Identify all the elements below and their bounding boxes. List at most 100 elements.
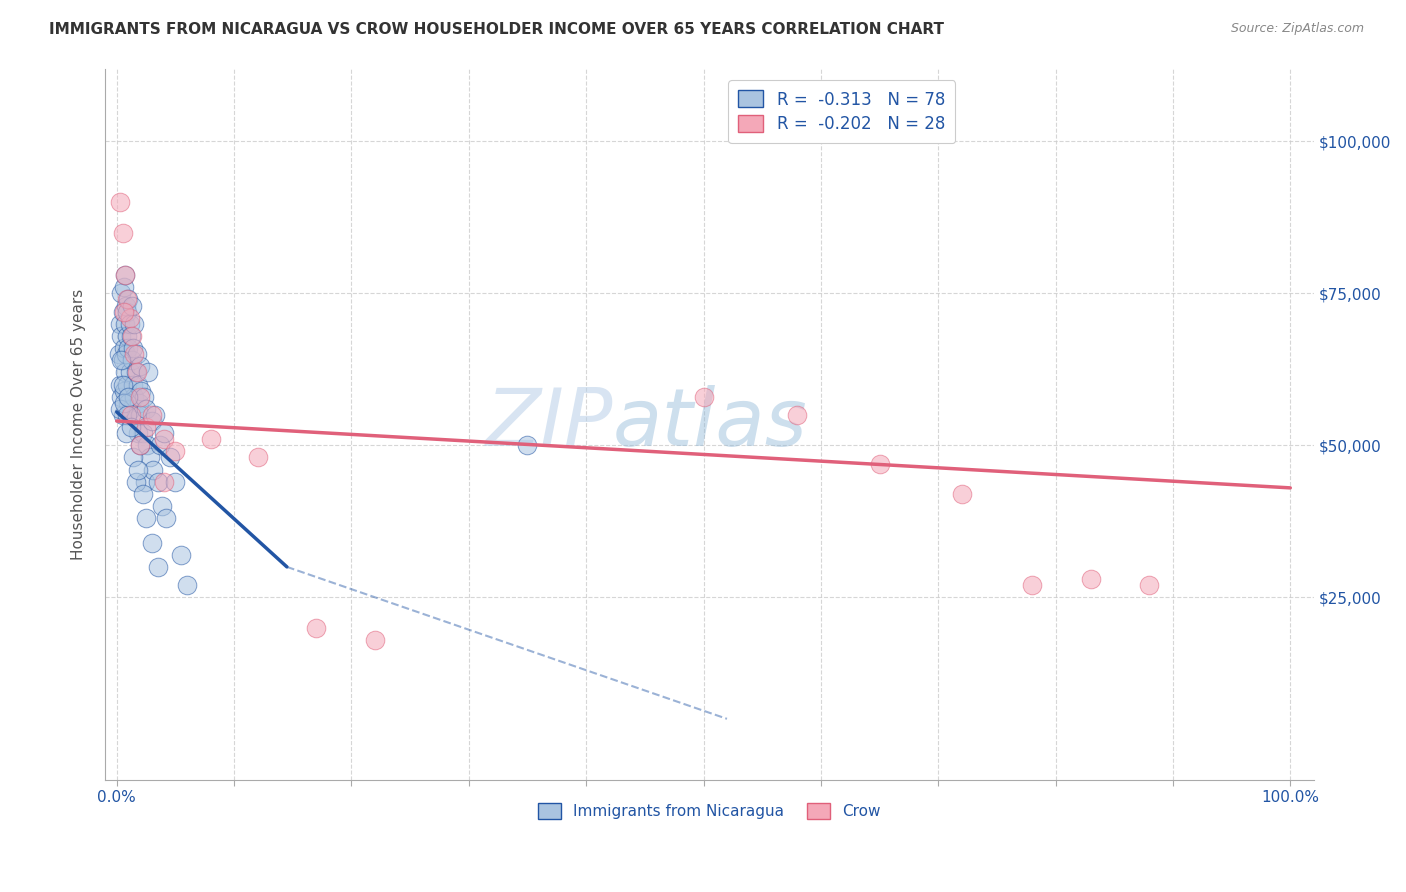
Text: ZIP: ZIP — [485, 385, 613, 463]
Point — [165, 444, 187, 458]
Point — [114, 365, 136, 379]
Point — [131, 426, 153, 441]
Point — [110, 317, 132, 331]
Point — [124, 347, 146, 361]
Point — [129, 438, 152, 452]
Point — [159, 450, 181, 465]
Point — [110, 377, 132, 392]
Point — [131, 487, 153, 501]
Point — [149, 438, 172, 452]
Point — [117, 377, 139, 392]
Point — [117, 408, 139, 422]
Point — [136, 438, 159, 452]
Point — [124, 365, 146, 379]
Point — [110, 195, 132, 210]
Point — [117, 293, 139, 307]
Point — [364, 632, 387, 647]
Point — [129, 408, 152, 422]
Point — [117, 304, 139, 318]
Point — [146, 560, 169, 574]
Point — [305, 621, 328, 635]
Point — [1021, 578, 1043, 592]
Point — [127, 377, 149, 392]
Point — [152, 432, 174, 446]
Point — [138, 365, 160, 379]
Legend: Immigrants from Nicaragua, Crow: Immigrants from Nicaragua, Crow — [531, 797, 887, 825]
Point — [120, 329, 142, 343]
Point — [111, 226, 134, 240]
Point — [129, 390, 152, 404]
Point — [124, 408, 146, 422]
Point — [1080, 572, 1102, 586]
Point — [112, 341, 135, 355]
Point — [141, 414, 163, 428]
Point — [141, 535, 163, 549]
Point — [134, 475, 156, 489]
Point — [120, 408, 142, 422]
Point — [950, 487, 973, 501]
Point — [121, 329, 143, 343]
Point — [117, 390, 139, 404]
Point — [131, 384, 153, 398]
Text: IMMIGRANTS FROM NICARAGUA VS CROW HOUSEHOLDER INCOME OVER 65 YEARS CORRELATION C: IMMIGRANTS FROM NICARAGUA VS CROW HOUSEH… — [49, 22, 945, 37]
Point — [124, 317, 146, 331]
Point — [1139, 578, 1161, 592]
Point — [111, 353, 134, 368]
Point — [692, 390, 714, 404]
Point — [132, 390, 155, 404]
Point — [120, 420, 142, 434]
Point — [869, 457, 891, 471]
Point — [118, 310, 141, 325]
Point — [117, 341, 139, 355]
Point — [117, 329, 139, 343]
Point — [138, 450, 160, 465]
Point — [120, 401, 142, 416]
Point — [110, 329, 132, 343]
Text: Source: ZipAtlas.com: Source: ZipAtlas.com — [1230, 22, 1364, 36]
Point — [128, 396, 150, 410]
Point — [112, 304, 135, 318]
Point — [516, 438, 538, 452]
Point — [122, 377, 145, 392]
Point — [111, 304, 134, 318]
Point — [118, 365, 141, 379]
Point — [115, 299, 138, 313]
Point — [142, 463, 165, 477]
Point — [110, 401, 132, 416]
Point — [135, 511, 157, 525]
Text: atlas: atlas — [613, 385, 807, 463]
Point — [118, 317, 141, 331]
Point — [200, 432, 222, 446]
Point — [155, 511, 177, 525]
Point — [110, 353, 132, 368]
Point — [152, 475, 174, 489]
Point — [176, 578, 198, 592]
Point — [152, 426, 174, 441]
Point — [115, 347, 138, 361]
Point — [145, 408, 167, 422]
Point — [111, 377, 134, 392]
Point — [108, 347, 131, 361]
Point — [110, 390, 132, 404]
Point — [114, 317, 136, 331]
Point — [129, 438, 152, 452]
Point — [135, 401, 157, 416]
Point — [246, 450, 269, 465]
Point — [786, 408, 808, 422]
Point — [124, 390, 146, 404]
Point — [122, 450, 145, 465]
Point — [121, 299, 143, 313]
Point — [127, 426, 149, 441]
Point — [125, 365, 148, 379]
Point — [125, 347, 148, 361]
Point — [117, 293, 139, 307]
Point — [165, 475, 187, 489]
Y-axis label: Householder Income Over 65 years: Householder Income Over 65 years — [72, 288, 86, 559]
Point — [117, 396, 139, 410]
Point — [122, 341, 145, 355]
Point — [127, 463, 149, 477]
Point — [115, 426, 138, 441]
Point — [114, 268, 136, 282]
Point — [141, 408, 163, 422]
Point — [135, 420, 157, 434]
